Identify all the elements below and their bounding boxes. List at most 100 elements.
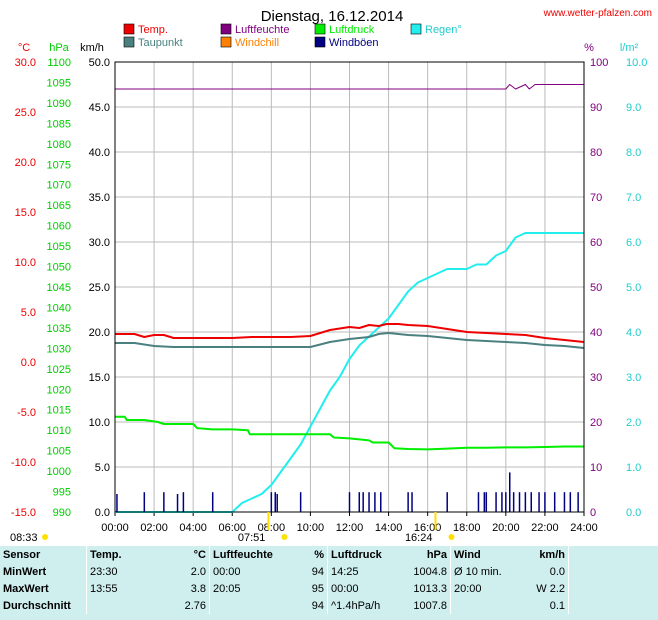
hpa-tick-label: 1005: [47, 446, 71, 458]
feuchte-time: 20:05: [209, 580, 296, 597]
unit-kmh: km/h: [80, 42, 104, 54]
unit-temp: °C: [18, 42, 30, 54]
hpa-tick-label: 1055: [47, 241, 71, 253]
header-wind: Wind: [450, 546, 517, 563]
rain-tick-label: 6.0: [626, 237, 641, 249]
row-label: MaxWert: [3, 582, 49, 595]
hpa-tick-label: 1015: [47, 405, 71, 417]
chart-background: [0, 0, 658, 546]
row-spacer: [568, 597, 658, 614]
tick-labels: 30.0 25.0 20.0 15.0 10.0 5.0 0.0 -5.0 -10.0 -15.0…: [11, 57, 648, 534]
pct-tick-label: 100: [590, 57, 608, 69]
pct-tick-label: 80: [590, 147, 602, 159]
kmh-tick-label: 15.0: [89, 372, 110, 384]
header-druck: Luftdruck: [327, 546, 404, 563]
unit-rain: l/m²: [620, 42, 639, 54]
druck-time: ^1.4hPa/h: [327, 597, 404, 614]
pct-tick-label: 30: [590, 372, 602, 384]
druck-value: 1004.8: [413, 565, 447, 578]
pct-tick-label: 0: [590, 507, 596, 519]
weather-chart: Dienstag, 16.12.2014 www.wetter-pfalzen.…: [0, 0, 658, 546]
row-spacer: [568, 563, 658, 580]
header-druck-unit: hPa: [426, 548, 447, 561]
hpa-tick-label: 1075: [47, 159, 71, 171]
sun-markers: 07:51 16:24 08:33: [10, 512, 455, 544]
statistics-row-min: MinWert 23:30 2.0 00:00 94 14:25 1004.8 …: [0, 563, 658, 580]
unit-pct: %: [584, 42, 594, 54]
temp-tick-label: 5.0: [21, 307, 36, 319]
hpa-tick-label: 1000: [47, 466, 71, 478]
row-label: Durchschnitt: [3, 599, 71, 612]
kmh-tick-label: 20.0: [89, 327, 110, 339]
series-line-luftfeuchte: [115, 84, 584, 90]
temp-tick-label: -10.0: [11, 457, 36, 469]
druck-time: 00:00: [327, 580, 404, 597]
feuchte-value: 94: [311, 599, 324, 612]
kmh-tick-label: 10.0: [89, 417, 110, 429]
hpa-tick-label: 995: [53, 487, 71, 499]
series-line-luftdruck: [115, 415, 584, 451]
statistics-header-row: Sensor Temp. °C Luftfeuchte % Luftdruck …: [0, 546, 658, 563]
row-spacer: [568, 580, 658, 597]
legend-label-luftfeuchte: Luftfeuchte: [235, 24, 289, 36]
legend-swatch-regen: [410, 23, 422, 35]
druck-time: 14:25: [327, 563, 404, 580]
x-tick-label: 12:00: [336, 522, 364, 534]
statistics-row-avg: Durchschnitt 2.76 94 ^1.4hPa/h 1007.8 0.…: [0, 597, 658, 614]
feuchte-value: 94: [311, 565, 324, 578]
rain-tick-label: 2.0: [626, 417, 641, 429]
brand-link[interactable]: www.wetter-pfalzen.com: [543, 8, 652, 19]
axis-units: °C hPa km/h% l/m²: [18, 42, 639, 54]
x-tick-label: 22:00: [531, 522, 559, 534]
temp-time: 23:30: [86, 563, 153, 580]
header-temp-unit: °C: [193, 548, 206, 561]
x-tick-label: 14:00: [375, 522, 403, 534]
hpa-tick-label: 990: [53, 507, 71, 519]
sunrise-prev-icon: [42, 534, 48, 540]
hpa-tick-label: 1040: [47, 302, 71, 314]
temp-tick-label: 25.0: [15, 107, 36, 119]
pct-tick-label: 20: [590, 417, 602, 429]
temp-tick-label: 15.0: [15, 207, 36, 219]
pct-tick-label: 60: [590, 237, 602, 249]
kmh-tick-label: 40.0: [89, 147, 110, 159]
wind-time: Ø 10 min.: [450, 563, 517, 580]
x-tick-label: 10:00: [297, 522, 325, 534]
legend-swatch-windboeen: [314, 36, 326, 48]
legend-label-regen: Regen°: [425, 24, 462, 36]
plot-frame: [114, 61, 585, 513]
legend-label-windboeen: Windböen: [329, 37, 379, 49]
hpa-tick-label: 1085: [47, 118, 71, 130]
pct-tick-label: 90: [590, 102, 602, 114]
rain-tick-label: 3.0: [626, 372, 641, 384]
kmh-tick-label: 35.0: [89, 192, 110, 204]
kmh-tick-label: 5.0: [95, 462, 110, 474]
kmh-tick-label: 0.0: [95, 507, 110, 519]
rain-tick-label: 9.0: [626, 102, 641, 114]
pct-tick-label: 50: [590, 282, 602, 294]
series-line-regen: [115, 232, 584, 513]
x-tick-label: 04:00: [179, 522, 207, 534]
hpa-tick-label: 1020: [47, 384, 71, 396]
statistics-panel: Sensor Temp. °C Luftfeuchte % Luftdruck …: [0, 546, 658, 620]
hpa-tick-label: 1045: [47, 282, 71, 294]
x-tick-label: 18:00: [453, 522, 481, 534]
legend-swatch-taupunkt: [123, 36, 135, 48]
legend-label-luftdruck: Luftdruck: [329, 24, 375, 36]
pct-tick-label: 70: [590, 192, 602, 204]
rain-tick-label: 7.0: [626, 192, 641, 204]
grid: [115, 62, 584, 512]
pct-tick-label: 10: [590, 462, 602, 474]
temp-value: 2.0: [190, 565, 206, 578]
feuchte-time: [209, 597, 296, 614]
legend-label-windchill: Windchill: [235, 37, 279, 49]
legend: Temp. Luftfeuchte Luftdruck Regen° Taupunkt W…: [123, 23, 462, 49]
hpa-tick-label: 1030: [47, 343, 71, 355]
hpa-tick-label: 1070: [47, 180, 71, 192]
chart-title: Dienstag, 16.12.2014: [261, 8, 404, 25]
x-tick-label: 06:00: [218, 522, 246, 534]
temp-tick-label: -5.0: [17, 407, 36, 419]
hpa-tick-label: 1065: [47, 200, 71, 212]
series-line-taupunkt: [115, 332, 585, 349]
header-feuchte-unit: %: [314, 548, 324, 561]
